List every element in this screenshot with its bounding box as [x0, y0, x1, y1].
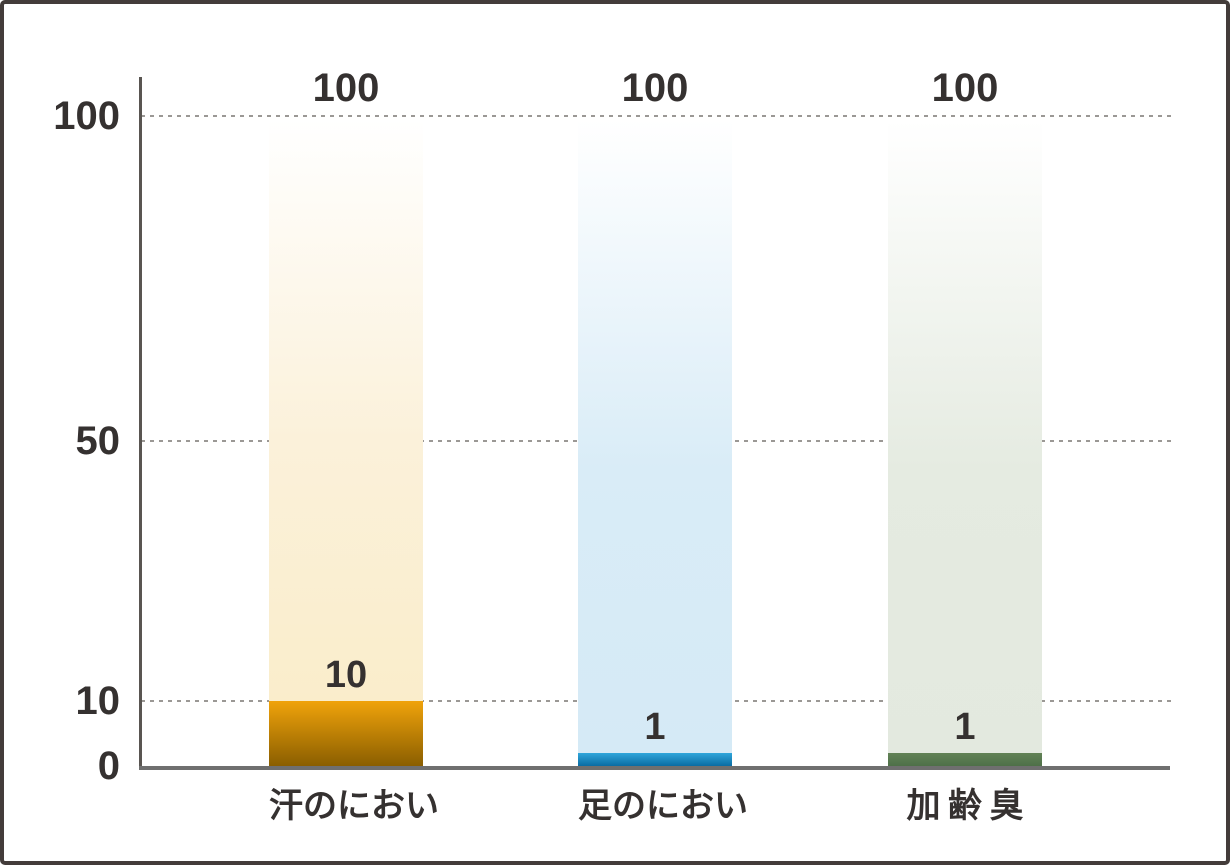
bar-value-label-3: 1 — [954, 706, 976, 748]
bar-solid-2 — [578, 753, 732, 766]
gridline-100 — [141, 115, 1172, 117]
bar-total-label-1: 100 — [312, 66, 380, 110]
bar-solid-1 — [269, 701, 423, 766]
bar-faded-1 — [269, 120, 423, 701]
bar-value-label-2: 1 — [644, 706, 666, 748]
x-axis-line — [139, 766, 1170, 770]
category-label-1: 汗のにおい — [269, 787, 439, 825]
bar-faded-3 — [888, 120, 1042, 753]
bar-total-label-3: 100 — [931, 66, 999, 110]
bar-faded-2 — [578, 120, 732, 753]
ytick-label-0: 0 — [97, 744, 120, 788]
category-label-3: 加齢臭 — [906, 787, 1031, 825]
ytick-label-100: 100 — [53, 94, 120, 138]
category-label-2: 足のにおい — [578, 787, 748, 825]
ytick-label-10: 10 — [75, 679, 121, 723]
bar-solid-3 — [888, 753, 1042, 766]
bar-value-label-1: 10 — [324, 654, 368, 696]
y-axis-line — [139, 77, 142, 770]
ytick-label-50: 50 — [75, 419, 121, 463]
bar-total-label-2: 100 — [621, 66, 689, 110]
